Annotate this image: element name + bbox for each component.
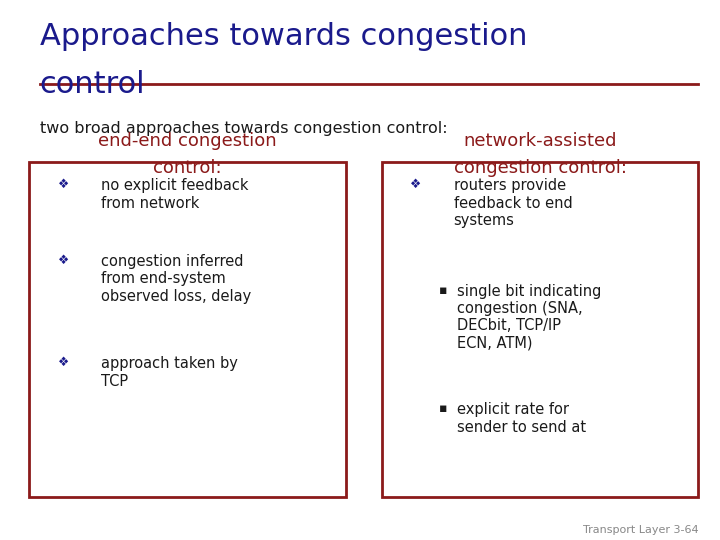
Text: ▪: ▪ (439, 402, 448, 415)
Text: Transport Layer 3-64: Transport Layer 3-64 (582, 524, 698, 535)
Text: control:: control: (153, 159, 222, 177)
Text: routers provide
feedback to end
systems: routers provide feedback to end systems (454, 178, 572, 228)
FancyBboxPatch shape (29, 162, 346, 497)
Text: ❖: ❖ (410, 178, 422, 191)
Text: Approaches towards congestion: Approaches towards congestion (40, 22, 527, 51)
Text: ❖: ❖ (58, 178, 69, 191)
Text: explicit rate for
sender to send at: explicit rate for sender to send at (457, 402, 586, 435)
FancyBboxPatch shape (382, 162, 698, 497)
Text: approach taken by
TCP: approach taken by TCP (101, 356, 238, 389)
Text: ▪: ▪ (439, 284, 448, 296)
Text: ❖: ❖ (58, 254, 69, 267)
Text: ❖: ❖ (58, 356, 69, 369)
Text: network-assisted: network-assisted (463, 132, 617, 150)
Text: end-end congestion: end-end congestion (98, 132, 276, 150)
Text: no explicit feedback
from network: no explicit feedback from network (101, 178, 248, 211)
Text: two broad approaches towards congestion control:: two broad approaches towards congestion … (40, 122, 447, 137)
Text: congestion inferred
from end-system
observed loss, delay: congestion inferred from end-system obse… (101, 254, 251, 303)
Text: congestion control:: congestion control: (454, 159, 626, 177)
Text: single bit indicating
congestion (SNA,
DECbit, TCP/IP
ECN, ATM): single bit indicating congestion (SNA, D… (457, 284, 602, 350)
Text: control: control (40, 70, 145, 99)
